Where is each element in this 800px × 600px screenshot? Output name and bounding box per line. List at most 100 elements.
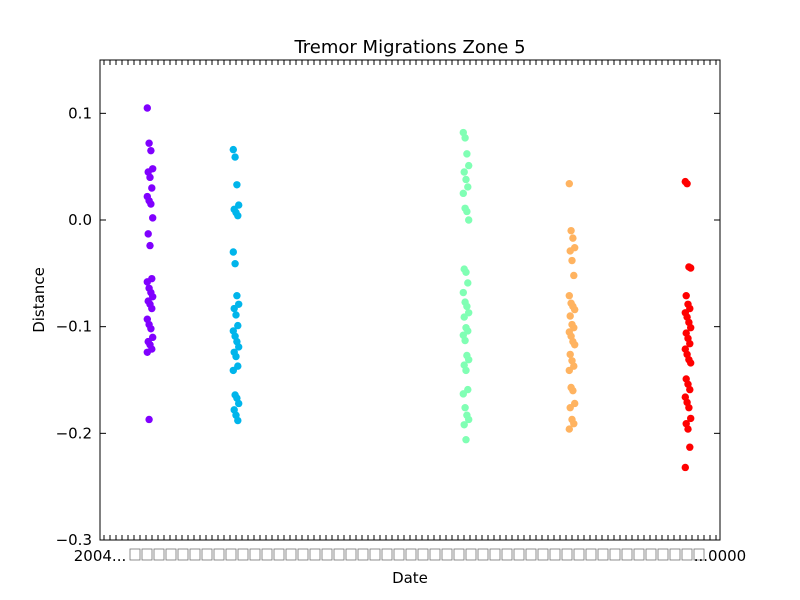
scatter-point <box>570 271 578 280</box>
scatter-point <box>566 312 574 320</box>
x-tick-label-glyph <box>405 548 417 561</box>
scatter-point <box>566 404 574 412</box>
scatter-point <box>687 414 695 423</box>
x-tick-label-glyph <box>189 548 201 561</box>
x-tick-label-glyph <box>681 548 693 561</box>
scatter-point <box>147 200 155 208</box>
scatter-point <box>463 207 471 216</box>
scatter-point <box>463 302 471 311</box>
x-tick-label: ...0000 <box>694 547 746 565</box>
scatter-point <box>459 390 467 398</box>
y-tick-label: 0.1 <box>68 104 92 122</box>
scatter-point <box>571 305 579 314</box>
scatter-point <box>465 161 473 170</box>
x-tick-label-glyph <box>273 548 285 561</box>
x-tick-label-glyph <box>597 548 609 561</box>
x-tick-label-glyph <box>441 548 453 561</box>
x-tick-label-glyph <box>393 548 405 561</box>
x-axis-label: Date <box>392 569 428 587</box>
x-tick-label-glyph <box>513 548 525 561</box>
x-tick-label-glyph <box>573 548 585 561</box>
scatter-point <box>464 183 472 191</box>
x-tick-label-glyph <box>237 548 249 561</box>
x-tick-label-glyph <box>489 548 501 561</box>
scatter-point <box>459 288 467 297</box>
scatter-point <box>233 181 241 189</box>
scatter-point <box>462 366 470 375</box>
x-tick-label-glyph <box>357 548 369 561</box>
scatter-point <box>685 404 693 412</box>
x-tick-label-glyph <box>621 548 633 561</box>
scatter-point <box>460 421 468 429</box>
x-tick-label-glyph <box>477 548 489 561</box>
scatter-point <box>566 247 574 255</box>
scatter-point <box>687 324 695 332</box>
x-tick-label-glyph <box>285 548 297 561</box>
scatter-point <box>147 325 155 333</box>
x-tick-label-glyph <box>501 548 513 561</box>
scatter-point <box>687 359 695 367</box>
x-tick-label-glyph <box>153 548 165 561</box>
x-tick-label-glyph <box>609 548 621 561</box>
scatter-point <box>465 356 473 364</box>
scatter-point <box>459 189 467 198</box>
y-axis: 0.1 0.0 −0.1 −0.2 −0.3 <box>56 104 720 549</box>
x-tick-label-glyph <box>249 548 261 561</box>
y-tick-label: 0.0 <box>68 211 92 229</box>
scatter-point <box>232 352 240 361</box>
scatter-point <box>464 279 472 287</box>
scatter-point <box>462 268 470 276</box>
scatter-point <box>143 348 151 356</box>
scatter-point <box>231 153 239 161</box>
x-tick-label-glyph <box>537 548 549 561</box>
x-tick-label-glyph <box>693 548 705 561</box>
scatter-point <box>143 104 151 112</box>
scatter-point <box>463 150 471 158</box>
plot-area <box>143 104 695 472</box>
y-tick-label: −0.3 <box>56 531 92 549</box>
x-tick-label-glyph <box>345 548 357 561</box>
scatter-point <box>465 415 473 424</box>
x-tick-label-glyph <box>429 548 441 561</box>
scatter-point <box>566 350 574 359</box>
x-tick-label-glyph <box>549 548 561 561</box>
scatter-point <box>234 321 242 330</box>
scatter-point <box>569 386 577 395</box>
x-tick-label-glyph <box>633 548 645 561</box>
x-tick-label-glyph <box>177 548 189 561</box>
scatter-point <box>460 168 468 176</box>
scatter-point <box>571 341 579 349</box>
y-tick-label: −0.1 <box>56 318 92 336</box>
x-tick-label-glyph <box>297 548 309 561</box>
x-tick-label-glyph <box>201 548 213 561</box>
scatter-point <box>229 145 237 154</box>
x-tick-label-glyph <box>417 548 429 561</box>
scatter-point <box>461 404 469 412</box>
scatter-point <box>570 420 578 428</box>
scatter-point <box>565 292 573 300</box>
scatter-point <box>148 184 156 192</box>
x-axis: 2004... ...0000 <box>74 60 746 565</box>
x-tick-label-glyph <box>525 548 537 561</box>
y-tick-label: −0.2 <box>56 424 92 442</box>
scatter-point <box>147 146 155 155</box>
x-tick-label-glyph <box>333 548 345 561</box>
scatter-point <box>232 311 240 319</box>
scatter-point <box>681 463 689 472</box>
x-tick-label-glyph <box>453 548 465 561</box>
chart-title: Tremor Migrations Zone 5 <box>293 37 525 58</box>
scatter-point <box>234 416 242 425</box>
x-tick-label-glyph <box>261 548 273 561</box>
scatter-point <box>235 343 243 351</box>
x-tick-label-glyph <box>225 548 237 561</box>
scatter-point <box>565 180 573 188</box>
scatter-point <box>683 180 691 188</box>
scatter-point <box>462 175 470 184</box>
scatter-point <box>231 260 239 268</box>
scatter-point <box>565 425 573 433</box>
x-tick-label-glyph <box>213 548 225 561</box>
scatter-point <box>567 226 575 235</box>
x-tick-label-glyph <box>561 548 573 561</box>
x-tick-label-glyph <box>465 548 477 561</box>
